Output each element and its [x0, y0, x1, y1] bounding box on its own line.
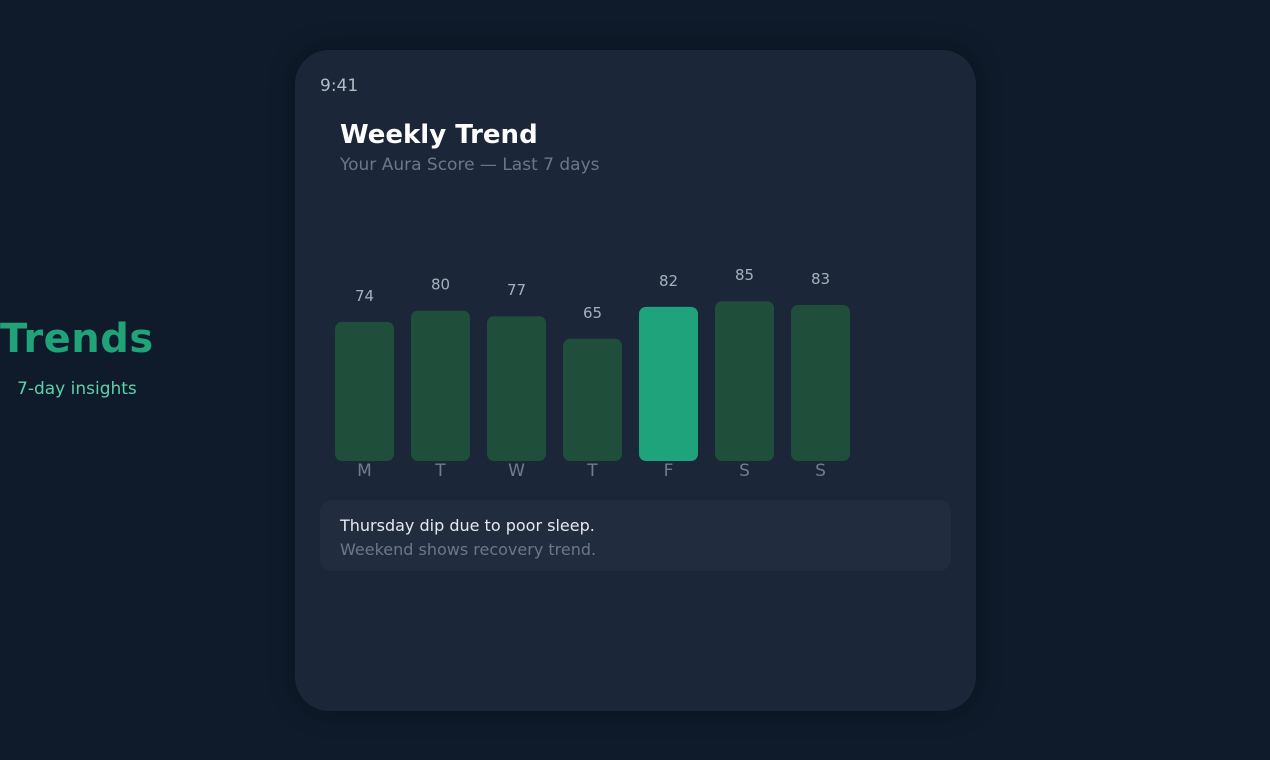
value-label-6: 83 — [811, 270, 830, 288]
value-label-1: 80 — [431, 276, 450, 294]
category-label-4: F — [664, 461, 674, 481]
value-label-4: 82 — [659, 272, 678, 290]
value-label-3: 65 — [583, 304, 602, 322]
bar-4 — [639, 306, 698, 461]
category-label-5: S — [739, 461, 750, 481]
value-label-5: 85 — [735, 266, 754, 284]
bar-0 — [335, 321, 394, 461]
value-label-0: 74 — [355, 287, 374, 305]
bar-2 — [487, 316, 546, 461]
insight-card: Thursday dip due to poor sleep. Weekend … — [320, 500, 951, 571]
page-title: Weekly Trend — [340, 120, 538, 150]
side-subtitle: 7-day insights — [17, 379, 137, 399]
page-subtitle: Your Aura Score — Last 7 days — [340, 155, 600, 175]
category-label-6: S — [815, 461, 826, 481]
bar-5 — [715, 301, 774, 461]
category-label-2: W — [508, 461, 525, 481]
side-title: Trends — [0, 316, 154, 362]
bar-chart: 74 M 80 T 77 W 65 T 82 F 85 S 83 S — [335, 266, 850, 481]
status-time: 9:41 — [320, 76, 359, 96]
bar-6 — [791, 304, 850, 461]
category-label-3: T — [586, 461, 598, 481]
category-label-1: T — [434, 461, 446, 481]
category-label-0: M — [357, 461, 372, 481]
insight-primary-text: Thursday dip due to poor sleep. — [340, 516, 595, 535]
insight-secondary-text: Weekend shows recovery trend. — [340, 540, 597, 559]
bar-1 — [411, 310, 470, 461]
value-label-2: 77 — [507, 281, 526, 299]
phone-frame: 9:41 Weekly Trend Your Aura Score — Last… — [295, 50, 976, 711]
bar-3 — [563, 338, 622, 461]
